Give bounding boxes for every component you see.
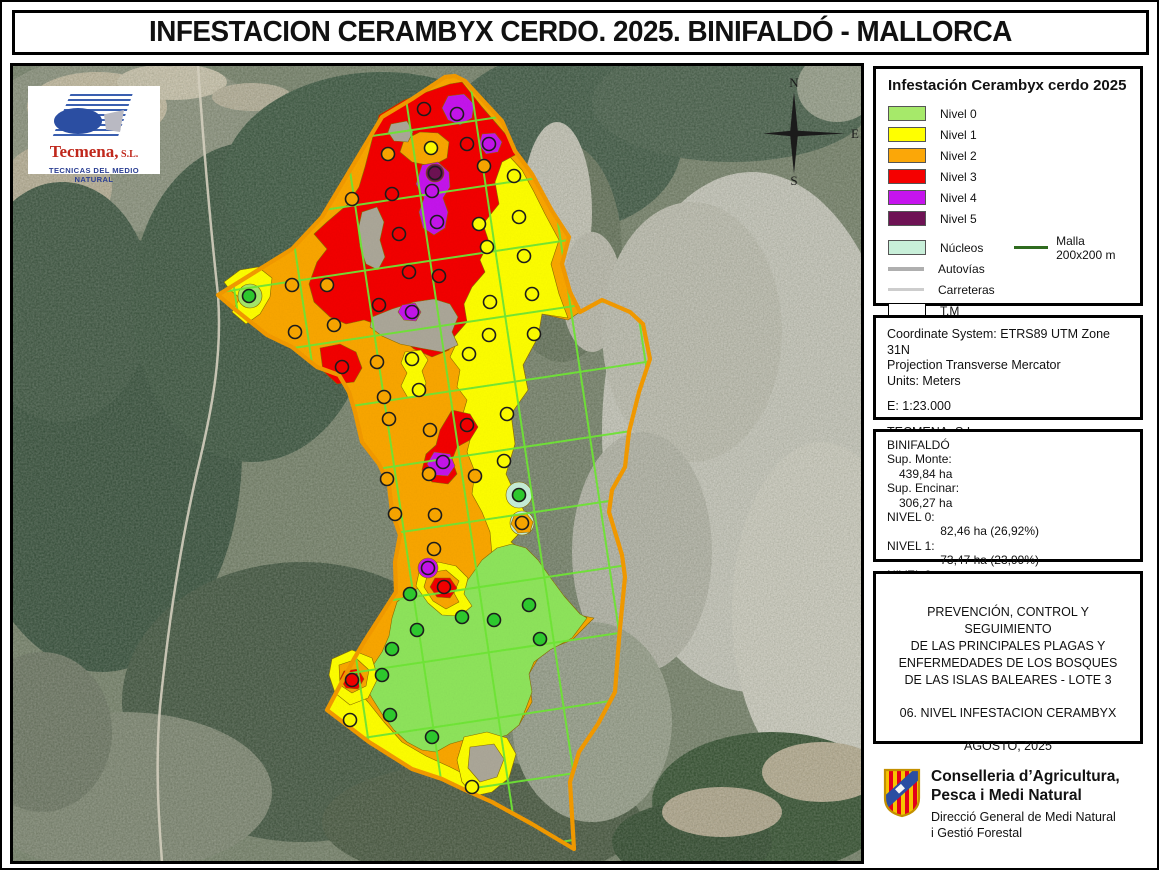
legend-item-nucleos: Núcleos Malla 200x200 m [888, 234, 1128, 262]
legend-item-nivel-1: Nivel 1 [888, 124, 1128, 145]
tecmena-shape-icon [104, 110, 124, 132]
map-frame: N E S [10, 63, 864, 864]
org-dept-line2: i Gestió Forestal [931, 826, 1023, 840]
nucleos-swatch [888, 240, 926, 255]
project-date: AGOSTO, 2025 [963, 739, 1052, 753]
nivel-0-swatch [888, 106, 926, 121]
tecmena-ellipse-icon [54, 108, 102, 134]
nivel-5-swatch [888, 211, 926, 226]
project-line: ENFERMEDADES DE LOS BOSQUES [898, 656, 1118, 670]
nivel-2-swatch [888, 148, 926, 163]
tecmena-name: Tecmena, S.L. [49, 142, 139, 161]
stats-row: Sup. Monte:439,84 ha [887, 452, 953, 481]
legend-item-nivel-0: Nivel 0 [888, 103, 1128, 124]
project-panel: PREVENCIÓN, CONTROL Y SEGUIMIENTO DE LAS… [873, 571, 1143, 753]
carreteras-line-icon [888, 288, 924, 291]
coord-line: Coordinate System: ETRS89 UTM Zone 31N [887, 327, 1110, 357]
legend-item-nivel-3: Nivel 3 [888, 166, 1128, 187]
project-sheet-name: 06. NIVEL INFESTACION CERAMBYX [899, 706, 1117, 720]
org-name-line1: Conselleria d’Agricultura, [931, 768, 1120, 785]
tecmena-logo-art [46, 92, 142, 140]
tecmena-caption: TECNICAS DEL MEDIO NATURAL [48, 166, 140, 184]
project-line: DE LAS ISLAS BALEARES - LOTE 3 [904, 673, 1112, 687]
coord-line: Units: Meters [887, 373, 961, 388]
coordinates-panel: Coordinate System: ETRS89 UTM Zone 31N P… [873, 315, 1143, 439]
map-scale: E: 1:23.000 [887, 399, 951, 413]
legend-item-autovias: Autovías [888, 258, 1128, 279]
map-canvas: N E S [13, 66, 861, 861]
title-bar: INFESTACION CERAMBYX CERDO. 2025. BINIFA… [12, 10, 1149, 55]
org-name-line2: Pesca i Medi Natural [931, 787, 1082, 804]
nivel-4-swatch [888, 190, 926, 205]
balearic-shield-icon [883, 768, 921, 818]
org-panel: Conselleria d’Agricultura, Pesca i Medi … [873, 755, 1155, 862]
stats-row: Sup. Encinar:306,27 ha [887, 481, 960, 510]
legend-levels: Nivel 0 Nivel 1 Nivel 2 Nivel 3 Nivel 4 Nivel… [888, 103, 1128, 229]
legend-item-nivel-5: Nivel 5 [888, 208, 1128, 229]
autovias-line-icon [888, 266, 924, 271]
legend-item-nivel-2: Nivel 2 [888, 145, 1128, 166]
nivel-3-swatch [888, 169, 926, 184]
tecmena-logo: Tecmena, S.L. TECNICAS DEL MEDIO NATURAL [28, 86, 160, 184]
project-line: DE LAS PRINCIPALES PLAGAS Y [910, 639, 1106, 653]
org-dept-line1: Direcció General de Medi Natural [931, 810, 1116, 824]
nivel-1-swatch [888, 127, 926, 142]
stats-row: NIVEL 0:82,46 ha (26,92%) [887, 510, 1039, 539]
stats-panel: BINIFALDÓ Sup. Monte:439,84 ha Sup. Encin… [873, 429, 1143, 683]
legend-title: Infestación Cerambyx cerdo 2025 [888, 77, 1127, 94]
legend-item-malla: Malla 200x200 m [1013, 234, 1129, 262]
stats-title: BINIFALDÓ [887, 438, 950, 452]
project-line: PREVENCIÓN, CONTROL Y SEGUIMIENTO [927, 605, 1089, 636]
page-title: INFESTACION CERAMBYX CERDO. 2025. BINIFA… [149, 16, 1012, 48]
legend-item-carreteras: Carreteras [888, 279, 1128, 300]
legend-item-nivel-4: Nivel 4 [888, 187, 1128, 208]
malla-line-icon [1013, 246, 1049, 249]
coord-line: Projection Transverse Mercator [887, 358, 1061, 372]
stats-row: NIVEL 1:73,47 ha (23,99%) [887, 538, 1039, 568]
